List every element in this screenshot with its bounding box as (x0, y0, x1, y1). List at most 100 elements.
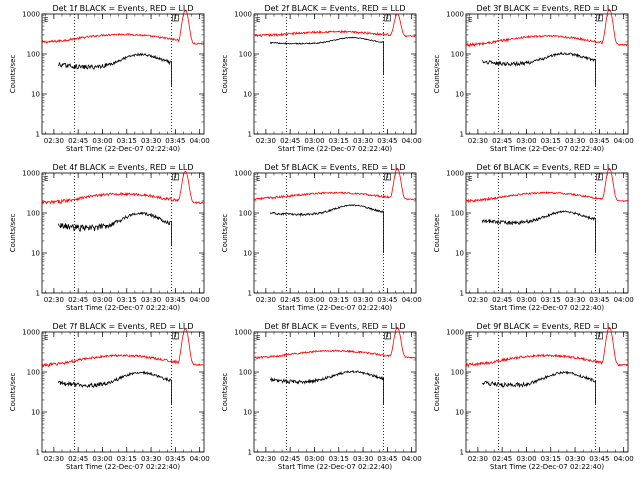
x-axis-label: Start Time (22-Dec-07 02:22:40) (66, 145, 180, 153)
end-marker-label: L (598, 16, 602, 23)
y-tick-label: 100 (451, 210, 464, 218)
y-tick-label: 100 (27, 51, 40, 59)
y-tick-label: 100 (239, 369, 252, 377)
x-tick-label: 02:30 (468, 137, 488, 145)
end-marker-box (172, 14, 179, 22)
x-tick-label: 03:15 (329, 296, 349, 304)
x-tick-label: 03:15 (329, 137, 349, 145)
panel-det-5: Det 5f BLACK = Events, RED = LLD 1 10 100 10… (221, 163, 422, 312)
x-tick-label: 03:00 (304, 296, 324, 304)
panel-det-1: Det 1f BLACK = Events, RED = LLD 1 10 100 10… (9, 4, 210, 153)
start-marker-label: E (256, 334, 260, 342)
y-tick-label: 1 (36, 290, 40, 298)
series-lld-line (465, 8, 628, 48)
y-axis-label: Counts/sec (221, 214, 229, 253)
y-tick-label: 10 (455, 91, 464, 99)
start-marker-label: E (468, 334, 472, 342)
end-marker-label: L (598, 175, 602, 182)
x-tick-label: 02:30 (468, 296, 488, 304)
series-events-line (481, 51, 596, 87)
x-axis-label: Start Time (22-Dec-07 02:22:40) (66, 304, 180, 312)
y-tick-label: 1000 (446, 170, 464, 178)
panel-det-8: Det 8f BLACK = Events, RED = LLD 1 10 100 10… (221, 322, 422, 471)
end-marker-box (384, 173, 391, 181)
x-tick-label: 04:00 (614, 455, 634, 463)
x-tick-label: 03:30 (565, 137, 585, 145)
end-marker-box (172, 173, 179, 181)
x-tick-label: 03:45 (589, 296, 609, 304)
y-axis-label: Counts/sec (9, 55, 17, 94)
x-tick-label: 03:15 (117, 137, 137, 145)
x-tick-label: 02:30 (256, 296, 276, 304)
y-tick-label: 1 (460, 290, 464, 298)
panel-title: Det 9f BLACK = Events, RED = LLD (476, 322, 617, 331)
x-tick-label: 02:45 (492, 137, 512, 145)
series-lld-line (253, 327, 416, 360)
plot-frame (253, 13, 417, 135)
y-tick-label: 10 (31, 91, 40, 99)
y-tick-label: 100 (239, 210, 252, 218)
series-events-line (57, 211, 172, 246)
end-marker-box (384, 332, 391, 340)
panel-title: Det 6f BLACK = Events, RED = LLD (476, 163, 617, 172)
end-marker-label: L (174, 16, 178, 23)
y-tick-label: 1000 (234, 329, 252, 337)
y-tick-label: 100 (239, 51, 252, 59)
series-events-line (269, 204, 384, 253)
end-marker-box (172, 332, 179, 340)
x-tick-label: 03:30 (353, 137, 373, 145)
series-lld-line (41, 170, 204, 205)
x-tick-label: 04:00 (402, 137, 422, 145)
x-tick-label: 04:00 (402, 455, 422, 463)
x-tick-label: 04:00 (614, 296, 634, 304)
panel-det-2: Det 2f BLACK = Events, RED = LLD 1 10 100 10… (221, 4, 422, 153)
end-marker-box (596, 173, 603, 181)
x-tick-label: 04:00 (190, 455, 210, 463)
panel-title: Det 5f BLACK = Events, RED = LLD (264, 163, 405, 172)
end-marker-box (596, 14, 603, 22)
x-tick-label: 02:45 (68, 455, 88, 463)
series-events-line (269, 369, 384, 405)
series-events-line (58, 52, 172, 87)
y-tick-label: 1000 (234, 170, 252, 178)
x-tick-label: 04:00 (190, 296, 210, 304)
panel-title: Det 1f BLACK = Events, RED = LLD (52, 4, 193, 13)
y-tick-label: 1 (460, 131, 464, 139)
y-tick-label: 10 (31, 409, 40, 417)
panel-det-9: Det 9f BLACK = Events, RED = LLD 1 10 100 10… (433, 322, 634, 471)
x-tick-label: 03:00 (92, 455, 112, 463)
x-tick-label: 03:30 (353, 296, 373, 304)
x-tick-label: 02:45 (280, 137, 300, 145)
x-tick-label: 03:15 (541, 455, 561, 463)
end-marker-label: L (174, 175, 178, 182)
x-tick-label: 03:45 (377, 296, 397, 304)
y-tick-label: 1 (248, 290, 252, 298)
x-tick-label: 03:00 (516, 137, 536, 145)
y-tick-label: 1000 (22, 329, 40, 337)
y-tick-label: 100 (27, 210, 40, 218)
x-tick-label: 03:15 (541, 137, 561, 145)
end-marker-label: L (386, 175, 390, 182)
end-marker-label: L (386, 16, 390, 23)
x-tick-label: 02:30 (44, 296, 64, 304)
y-axis-label: Counts/sec (433, 373, 441, 412)
x-tick-label: 03:15 (541, 296, 561, 304)
x-tick-label: 02:30 (256, 455, 276, 463)
x-tick-label: 02:45 (492, 296, 512, 304)
x-axis-label: Start Time (22-Dec-07 02:22:40) (278, 304, 392, 312)
panel-det-4: Det 4f BLACK = Events, RED = LLD 1 10 100 10… (9, 163, 210, 312)
series-events-line (269, 36, 384, 75)
start-marker-label: E (44, 334, 48, 342)
x-tick-label: 04:00 (614, 137, 634, 145)
y-tick-label: 100 (451, 369, 464, 377)
y-tick-label: 1 (248, 449, 252, 457)
y-axis-label: Counts/sec (221, 373, 229, 412)
x-tick-label: 03:00 (516, 296, 536, 304)
x-tick-label: 03:45 (165, 296, 185, 304)
series-lld-line (41, 9, 204, 45)
y-tick-label: 1000 (234, 11, 252, 19)
x-tick-label: 03:15 (117, 296, 137, 304)
y-tick-label: 10 (31, 250, 40, 258)
x-tick-label: 03:00 (92, 296, 112, 304)
